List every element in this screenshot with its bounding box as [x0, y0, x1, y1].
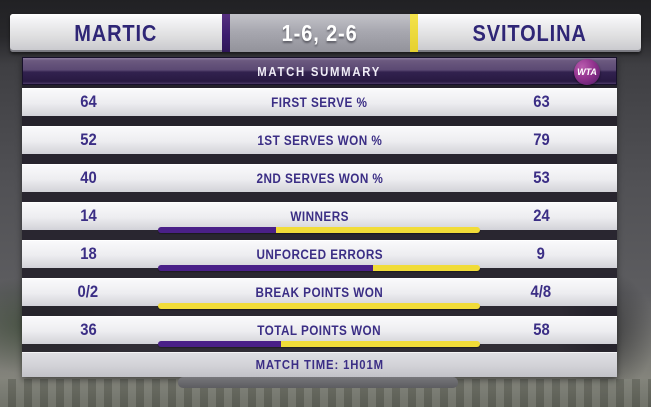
- svitolina-bar-segment: [158, 303, 480, 309]
- stat-value-martic: 36: [79, 320, 97, 339]
- stat-value-martic: 14: [79, 206, 97, 225]
- svitolina-bar-segment: [276, 227, 480, 233]
- stat-label: 2ND SERVES WON %: [256, 170, 383, 186]
- stat-comparison-bar: [158, 303, 480, 309]
- player-name-right-label: SVITOLINA: [472, 19, 587, 46]
- stat-comparison-bar: [158, 341, 480, 347]
- panel-base-bar: [178, 377, 458, 388]
- svitolina-bar-segment: [372, 265, 480, 271]
- martic-bar-segment: [158, 341, 282, 347]
- svitolina-bar-segment: [281, 341, 480, 347]
- stat-row: 18 UNFORCED ERRORS 9: [22, 240, 617, 271]
- stat-label: TOTAL POINTS WON: [257, 322, 382, 338]
- stat-label: WINNERS: [290, 208, 349, 224]
- stat-value-martic: 64: [79, 92, 97, 111]
- stat-value-martic: 0/2: [77, 282, 99, 301]
- stat-value-martic: 52: [79, 130, 97, 149]
- player-name-right: SVITOLINA: [418, 14, 641, 52]
- match-summary-panel: MATCH SUMMARY WTA 64 FIRST SERVE % 63 52…: [22, 57, 617, 377]
- stat-value-svitolina: 9: [536, 244, 546, 263]
- stat-label: BREAK POINTS WON: [255, 284, 384, 300]
- match-score-label: 1-6, 2-6: [282, 19, 358, 46]
- stat-value-svitolina: 58: [532, 320, 550, 339]
- stat-row: 64 FIRST SERVE % 63: [22, 88, 617, 116]
- summary-title: MATCH SUMMARY: [257, 63, 382, 79]
- stat-value-svitolina: 53: [532, 168, 550, 187]
- stat-row: 36 TOTAL POINTS WON 58: [22, 316, 617, 347]
- player-name-left-label: MARTIC: [74, 19, 158, 46]
- stat-row: 40 2ND SERVES WON % 53: [22, 164, 617, 192]
- stat-comparison-bar: [158, 227, 480, 233]
- martic-bar-segment: [158, 227, 277, 233]
- stat-label: FIRST SERVE %: [271, 94, 368, 110]
- stat-value-svitolina: 24: [532, 206, 550, 225]
- wta-logo-icon: WTA: [574, 59, 600, 85]
- player-name-left: MARTIC: [10, 14, 222, 52]
- scoreline-header: MARTIC 1-6, 2-6 SVITOLINA: [10, 14, 641, 52]
- stat-row: 52 1ST SERVES WON % 79: [22, 126, 617, 154]
- summary-title-bar: MATCH SUMMARY WTA: [22, 57, 617, 85]
- martic-color-divider: [222, 14, 230, 52]
- stat-label: UNFORCED ERRORS: [256, 246, 383, 262]
- stat-label: 1ST SERVES WON %: [257, 132, 382, 148]
- stat-row: 14 WINNERS 24: [22, 202, 617, 233]
- stat-value-svitolina: 79: [532, 130, 550, 149]
- martic-bar-segment: [158, 265, 373, 271]
- stat-value-svitolina: 63: [532, 92, 550, 111]
- match-time-row: MATCH TIME: 1H01M: [22, 352, 617, 377]
- stat-value-martic: 18: [79, 244, 97, 263]
- stat-value-martic: 40: [79, 168, 97, 187]
- stat-comparison-bar: [158, 265, 480, 271]
- stat-value-svitolina: 4/8: [530, 282, 552, 301]
- match-time-label: MATCH TIME: 1H01M: [255, 357, 384, 372]
- svitolina-color-divider: [410, 14, 418, 52]
- stat-row: 0/2 BREAK POINTS WON 4/8: [22, 278, 617, 309]
- match-score: 1-6, 2-6: [230, 14, 410, 52]
- stats-rows: 64 FIRST SERVE % 63 52 1ST SERVES WON % …: [22, 85, 617, 347]
